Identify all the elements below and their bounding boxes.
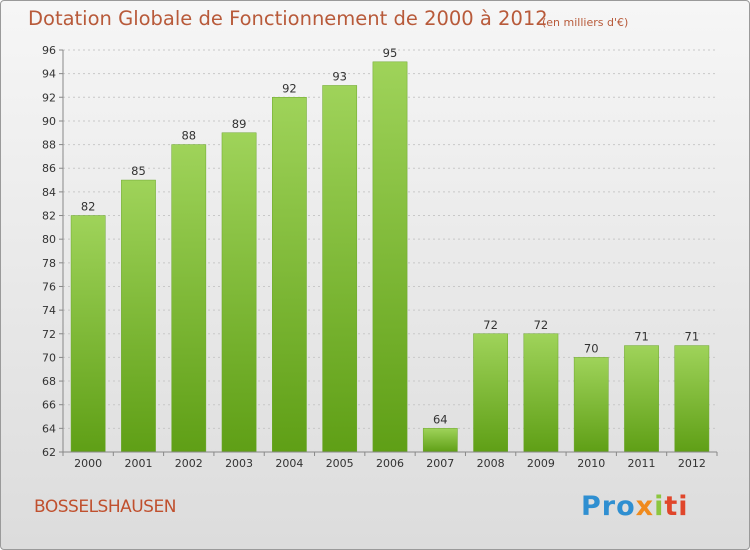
bar-2007 xyxy=(422,428,458,453)
y-tick-label: 88 xyxy=(42,139,56,152)
value-label-2007: 64 xyxy=(433,412,448,426)
value-label-2009: 72 xyxy=(534,318,549,332)
chart-title: Dotation Globale de Fonctionnement de 20… xyxy=(28,7,548,30)
y-tick-label: 70 xyxy=(42,351,56,364)
x-tick-label-2001: 2001 xyxy=(124,457,152,470)
x-axis-ticks: 2000 2001 2002 2003 2004 2005 2006 2007 2008 2009… xyxy=(62,452,718,470)
value-label-2008: 72 xyxy=(483,318,498,332)
y-tick-label: 78 xyxy=(42,257,56,270)
bar-2005 xyxy=(322,85,358,453)
y-tick-label: 94 xyxy=(42,68,56,81)
value-label-2004: 92 xyxy=(282,81,297,95)
value-label-2010: 70 xyxy=(584,341,599,355)
y-tick-label: 82 xyxy=(42,210,56,223)
logo-part: i xyxy=(654,491,665,522)
y-tick-label: 96 xyxy=(42,44,56,57)
y-tick-label: 80 xyxy=(42,233,56,246)
bar-2004 xyxy=(272,97,307,453)
y-tick-label: 86 xyxy=(42,162,56,175)
x-tick-label-2004: 2004 xyxy=(275,457,303,470)
y-tick-label: 66 xyxy=(42,399,56,412)
y-tick-label: 68 xyxy=(42,375,56,388)
value-label-2000: 82 xyxy=(81,200,96,214)
x-tick-label-2003: 2003 xyxy=(225,457,253,470)
value-label-2011: 71 xyxy=(634,330,649,344)
value-label-2003: 89 xyxy=(232,117,247,131)
logo-part: Pro xyxy=(581,491,636,522)
value-label-2005: 93 xyxy=(332,69,347,83)
y-tick-label: 92 xyxy=(42,91,56,104)
bar-2008 xyxy=(473,333,508,453)
bar-2001 xyxy=(121,179,156,453)
x-tick-label-2006: 2006 xyxy=(376,457,404,470)
value-label-2001: 85 xyxy=(131,164,146,178)
value-label-2006: 95 xyxy=(383,46,398,60)
y-tick-label: 62 xyxy=(42,446,56,459)
proxiti-logo: Proxiti xyxy=(581,491,689,522)
y-tick-label: 84 xyxy=(42,186,56,199)
x-tick-label-2009: 2009 xyxy=(527,457,555,470)
y-tick-label: 74 xyxy=(42,304,56,317)
commune-name: BOSSELSHAUSEN xyxy=(34,497,176,517)
bar-2009 xyxy=(523,333,559,453)
logo-part: x xyxy=(635,491,655,522)
value-labels: 82 85 88 89 92 93 95 64 72 72 70 71 71 xyxy=(81,46,699,427)
y-axis-ticks: 62 64 66 68 70 72 74 76 78 80 82 84 86 88 90 92 94 96 xyxy=(42,44,63,459)
y-tick-label: 64 xyxy=(42,422,56,435)
bar-2000 xyxy=(70,215,106,453)
x-tick-label-2008: 2008 xyxy=(477,457,505,470)
bar-2012 xyxy=(674,345,710,453)
y-tick-label: 72 xyxy=(42,328,56,341)
logo-part: ti xyxy=(664,491,689,522)
y-tick-label: 90 xyxy=(42,115,56,128)
x-tick-label-2000: 2000 xyxy=(74,457,102,470)
x-tick-label-2010: 2010 xyxy=(577,457,605,470)
x-tick-label-2011: 2011 xyxy=(628,457,656,470)
value-label-2012: 71 xyxy=(685,330,700,344)
value-label-2002: 88 xyxy=(181,129,196,143)
y-tick-label: 76 xyxy=(42,280,56,293)
bar-2011 xyxy=(624,345,659,453)
x-tick-label-2005: 2005 xyxy=(326,457,354,470)
bar-2010 xyxy=(573,357,609,453)
x-tick-label-2007: 2007 xyxy=(426,457,454,470)
bar-2003 xyxy=(221,132,257,453)
bars xyxy=(70,61,710,453)
chart-unit: (en milliers d'€) xyxy=(542,16,629,29)
x-tick-label-2002: 2002 xyxy=(175,457,203,470)
x-tick-label-2012: 2012 xyxy=(678,457,706,470)
bar-2006 xyxy=(372,61,408,453)
bar-2002 xyxy=(171,144,207,453)
